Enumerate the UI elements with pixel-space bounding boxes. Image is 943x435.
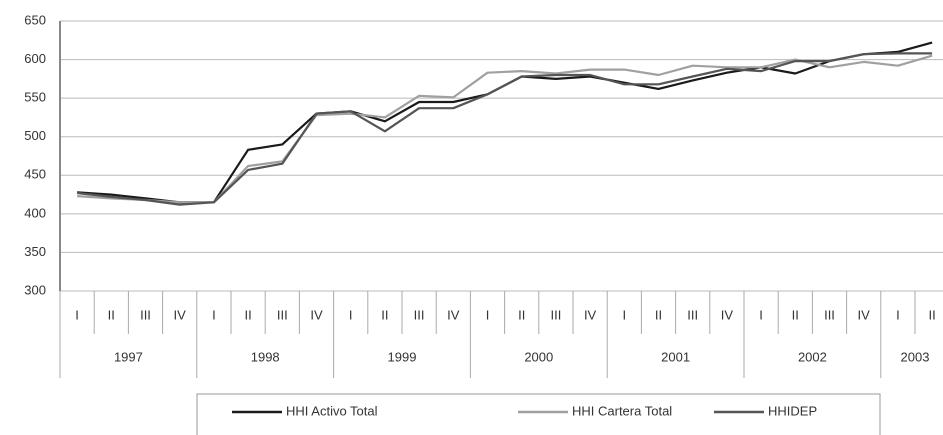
x-tick-label: II [381,307,388,322]
x-tick-label: III [277,307,288,322]
y-tick-label: 300 [24,282,46,297]
x-tick-label: IV [447,307,460,322]
x-group-label: 2003 [901,349,930,364]
x-group-label: 1999 [388,349,417,364]
x-tick-label: III [824,307,835,322]
x-tick-label: I [759,307,763,322]
x-group-label: 2000 [524,349,553,364]
y-tick-label: 450 [24,167,46,182]
x-group-label: 2002 [798,349,827,364]
x-tick-label: I [896,307,900,322]
x-tick-label: II [792,307,799,322]
x-group-label: 2001 [661,349,690,364]
x-tick-label: III [687,307,698,322]
legend-label: HHI Activo Total [286,403,378,418]
x-tick-label: II [655,307,662,322]
x-tick-label: IV [584,307,597,322]
y-tick-label: 550 [24,90,46,105]
x-tick-label: I [622,307,626,322]
x-tick-label: I [486,307,490,322]
y-tick-label: 650 [24,12,46,27]
x-tick-label: II [518,307,525,322]
x-tick-label: II [928,307,935,322]
x-tick-label: III [414,307,425,322]
x-tick-label: IV [174,307,187,322]
x-tick-label: III [550,307,561,322]
x-group-label: 1998 [251,349,280,364]
x-tick-label: III [140,307,151,322]
x-tick-label: IV [310,307,323,322]
series-line [77,41,933,204]
y-tick-label: 500 [24,128,46,143]
y-tick-label: 600 [24,51,46,66]
y-tick-label: 400 [24,205,46,220]
x-group-label: 1997 [114,349,143,364]
x-tick-label: IV [721,307,734,322]
series-line [76,52,933,206]
legend-label: HHI Cartera Total [572,403,672,418]
x-tick-label: IV [858,307,871,322]
legend-box [196,393,881,435]
x-tick-label: I [212,307,216,322]
x-tick-label: II [244,307,251,322]
series-line [77,54,933,204]
x-tick-label: I [349,307,353,322]
x-tick-label: I [75,307,79,322]
x-tick-label: II [108,307,115,322]
y-tick-label: 350 [24,244,46,259]
legend-label: HHIDEP [768,403,817,418]
